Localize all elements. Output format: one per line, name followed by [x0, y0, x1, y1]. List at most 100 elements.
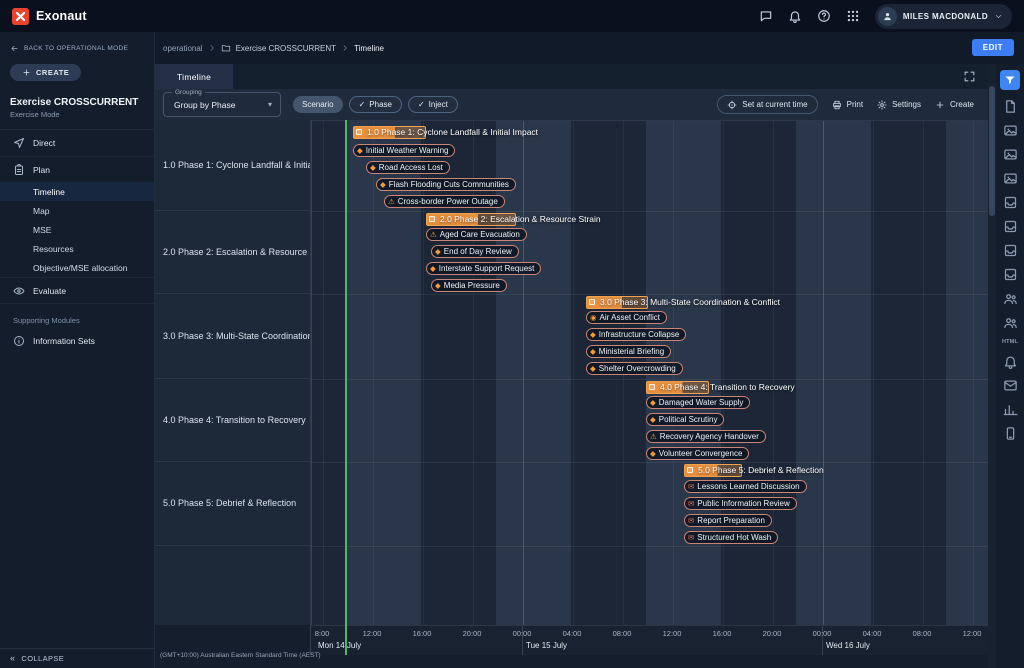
phase-bar[interactable]: 4.0 Phase 4: Transition to Recovery	[646, 381, 709, 394]
tick-label: 04:00	[563, 629, 582, 638]
inject-label: End of Day Review	[444, 247, 512, 256]
folder-icon	[221, 43, 231, 53]
sidebar-subitem-timeline[interactable]: Timeline	[0, 182, 154, 201]
edit-button[interactable]: EDIT	[972, 39, 1014, 56]
inject-label: Political Scrutiny	[659, 415, 718, 424]
sidebar-item-plan[interactable]: Plan	[0, 156, 154, 182]
sidebar-item-information-sets[interactable]: Information Sets	[0, 328, 154, 354]
chip-scenario[interactable]: Scenario	[293, 96, 343, 113]
tick-label: 04:00	[863, 629, 882, 638]
inject-pill[interactable]: ◉Air Asset Conflict	[586, 311, 667, 324]
archive-icon[interactable]	[1003, 195, 1018, 210]
bell-icon[interactable]	[1003, 354, 1018, 369]
row-separator	[311, 211, 988, 212]
inject-pill[interactable]: ◆Shelter Overcrowding	[586, 362, 683, 375]
sidebar-item-label: Evaluate	[33, 286, 66, 296]
device-icon[interactable]	[1003, 426, 1018, 441]
phase-bar[interactable]: 1.0 Phase 1: Cyclone Landfall & Initial …	[353, 126, 426, 139]
archive-icon[interactable]	[1003, 219, 1018, 234]
inject-pill[interactable]: ◆Volunteer Convergence	[646, 447, 749, 460]
inject-label: Air Asset Conflict	[600, 313, 660, 322]
phase-bar[interactable]: 5.0 Phase 5: Debrief & Reflection	[684, 464, 742, 477]
inject-pill[interactable]: ✉Structured Hot Wash	[684, 531, 778, 544]
archive-icon[interactable]	[1003, 267, 1018, 282]
users-icon[interactable]	[1003, 315, 1018, 330]
phase-bar[interactable]: 2.0 Phase 2: Escalation & Resource Strai…	[426, 213, 516, 226]
apps-grid-icon[interactable]	[846, 9, 860, 23]
chart-icon[interactable]	[1003, 402, 1018, 417]
phase-bar[interactable]: 3.0 Phase 3: Multi-State Coordination & …	[586, 296, 648, 309]
sidebar-item-direct[interactable]: Direct	[0, 130, 154, 156]
timezone-note: (GMT+10:00) Australian Eastern Standard …	[160, 652, 321, 659]
inject-pill[interactable]: ⚠Recovery Agency Handover	[646, 430, 766, 443]
inject-pill[interactable]: ⚠Cross-border Power Outage	[384, 195, 505, 208]
inject-pill[interactable]: ◆Initial Weather Warning	[353, 144, 455, 157]
inject-pill[interactable]: ◆Interstate Support Request	[426, 262, 541, 275]
mail-icon[interactable]	[1003, 378, 1018, 393]
archive-icon[interactable]	[1003, 243, 1018, 258]
tick-label: 08:00	[613, 629, 632, 638]
inject-pill[interactable]: ◆Road Access Lost	[366, 161, 450, 174]
image-icon[interactable]	[1003, 171, 1018, 186]
sidebar-subitem-mse[interactable]: MSE	[0, 220, 154, 239]
fullscreen-icon[interactable]	[963, 70, 976, 83]
notifications-bell-icon[interactable]	[788, 9, 802, 23]
breadcrumb-exercise[interactable]: Exercise CROSSCURRENT	[236, 44, 336, 53]
filter-icon[interactable]	[1000, 70, 1020, 90]
users-icon[interactable]	[1003, 291, 1018, 306]
day-separator	[310, 626, 311, 655]
create-button[interactable]: CREATE	[10, 64, 81, 81]
inject-pill[interactable]: ◆Media Pressure	[431, 279, 507, 292]
print-label: Print	[847, 100, 863, 109]
print-button[interactable]: Print	[832, 100, 863, 110]
chip-phase[interactable]: ✓Phase	[349, 96, 402, 113]
inject-label: Media Pressure	[444, 281, 500, 290]
chat-icon[interactable]	[759, 9, 773, 23]
grouping-select[interactable]: Grouping Group by Phase ▾	[163, 92, 281, 117]
inject-pill[interactable]: ✉Report Preparation	[684, 514, 772, 527]
settings-button[interactable]: Settings	[877, 100, 921, 110]
html-icon[interactable]: HTML	[1002, 339, 1018, 345]
day-label: Tue 15 July	[526, 641, 567, 650]
sidebar-subitem-map[interactable]: Map	[0, 201, 154, 220]
sidebar-item-evaluate[interactable]: Evaluate	[0, 277, 154, 303]
create-label: CREATE	[36, 68, 69, 77]
arrow-left-icon	[10, 44, 19, 53]
breadcrumb-operational[interactable]: operational	[163, 44, 203, 53]
create-inject-button[interactable]: Create	[935, 100, 974, 110]
image-icon[interactable]	[1003, 123, 1018, 138]
check-icon: ✓	[359, 100, 366, 109]
back-to-operational-mode-link[interactable]: BACK TO OPERATIONAL MODE	[0, 32, 154, 62]
inject-pill[interactable]: ◆Damaged Water Supply	[646, 396, 750, 409]
mail-icon: ✉	[688, 517, 694, 525]
tab-timeline[interactable]: Timeline	[155, 64, 233, 89]
help-icon[interactable]	[817, 9, 831, 23]
inject-pill[interactable]: ⚠Aged Care Evacuation	[426, 228, 527, 241]
sidebar-subitem-resources[interactable]: Resources	[0, 239, 154, 258]
check-icon: ✓	[418, 100, 425, 109]
timeline-band	[871, 121, 946, 625]
scrollbar-thumb[interactable]	[989, 86, 995, 216]
chevron-right-icon	[341, 44, 349, 52]
chip-inject[interactable]: ✓Inject	[408, 96, 458, 113]
inject-pill[interactable]: ✉Public Information Review	[684, 497, 797, 510]
inject-pill[interactable]: ✉Lessons Learned Discussion	[684, 480, 807, 493]
inject-label: Ministerial Briefing	[599, 347, 664, 356]
sidebar: BACK TO OPERATIONAL MODE CREATE Exercise…	[0, 32, 155, 668]
sidebar-subitem-objective-mse-allocation[interactable]: Objective/MSE allocation	[0, 258, 154, 277]
inject-pill[interactable]: ◆Ministerial Briefing	[586, 345, 671, 358]
image-icon[interactable]	[1003, 147, 1018, 162]
diamond-icon: ◆	[590, 331, 596, 339]
inject-label: Cross-border Power Outage	[398, 197, 498, 206]
gridline	[573, 121, 574, 625]
inject-pill[interactable]: ◆End of Day Review	[431, 245, 519, 258]
inject-pill[interactable]: ◆Infrastructure Collapse	[586, 328, 686, 341]
collapse-sidebar-button[interactable]: « COLLAPSE	[0, 648, 154, 668]
inject-pill[interactable]: ◆Political Scrutiny	[646, 413, 724, 426]
set-at-current-time-button[interactable]: Set at current time	[717, 95, 817, 114]
document-icon[interactable]	[1003, 99, 1018, 114]
inject-label: Damaged Water Supply	[659, 398, 744, 407]
user-menu[interactable]: MILES MACDONALD	[875, 4, 1012, 29]
inject-pill[interactable]: ◆Flash Flooding Cuts Communities	[376, 178, 516, 191]
timeline-band	[796, 121, 871, 625]
